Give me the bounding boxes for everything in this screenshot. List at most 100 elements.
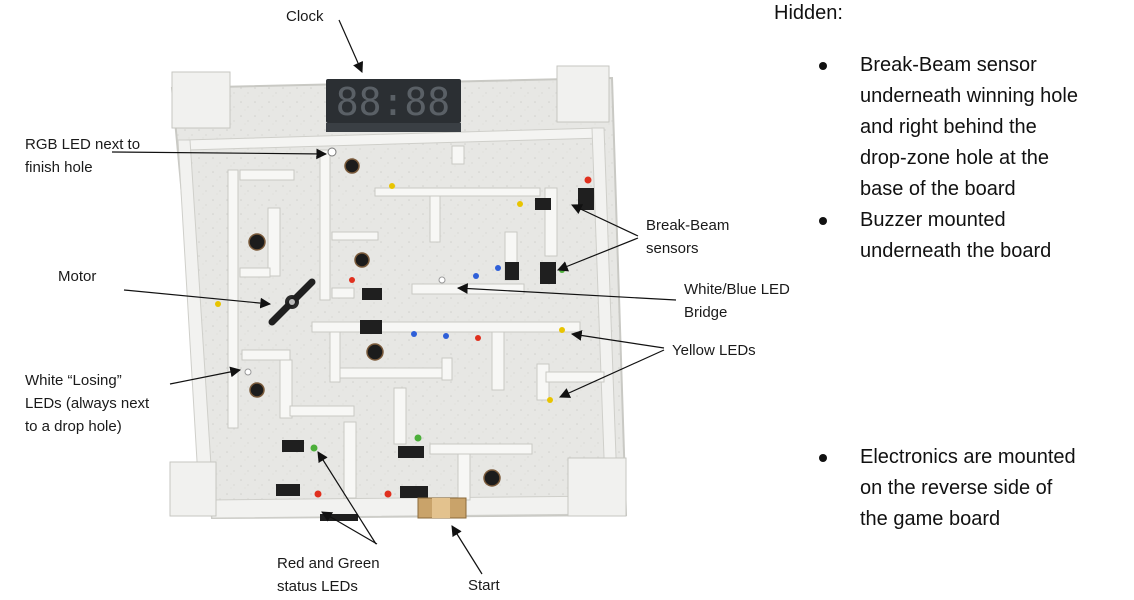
bullet-line: underneath the board	[860, 240, 1052, 262]
drop-hole	[483, 469, 501, 487]
corner-block-top-right	[556, 65, 610, 123]
motor	[268, 278, 316, 326]
bullet-item: Electronics are mounted on the reverse s…	[812, 442, 1132, 535]
white-losing-led	[244, 368, 252, 376]
maze-wall	[491, 331, 505, 391]
label-line: finish hole	[25, 159, 93, 176]
arrow-break-beam-2	[556, 237, 639, 272]
bullet-line: the game board	[860, 508, 1001, 530]
label-yellow-leds: Yellow LEDs	[672, 342, 756, 359]
maze-wall	[241, 349, 291, 361]
arrow-yellow-leds-2	[559, 349, 665, 398]
arrow-start	[451, 525, 483, 575]
finish-hole	[344, 158, 360, 174]
arrow-status-leds-2	[321, 511, 378, 545]
hidden-bullets-bottom: Electronics are mounted on the reverse s…	[812, 442, 1132, 535]
bullet-line: Buzzer mounted	[860, 209, 1006, 231]
break-beam-sensor	[505, 262, 519, 280]
yellow-led	[389, 183, 395, 189]
arrow-clock	[338, 19, 364, 73]
arrow-status-leds-1	[317, 451, 377, 545]
maze-wall	[279, 359, 293, 419]
label-line: Red and Green	[277, 555, 380, 572]
maze-wall	[451, 145, 465, 165]
label-bridge: White/Blue LED Bridge	[684, 278, 790, 324]
clock-display: 88:88	[326, 79, 461, 132]
arrow-break-beam-1	[571, 204, 639, 237]
hidden-title: Hidden:	[774, 2, 843, 24]
break-beam-sensors	[276, 188, 594, 498]
maze-wall	[441, 357, 453, 381]
label-line: White “Losing”	[25, 372, 122, 389]
drop-holes	[248, 158, 501, 487]
maze-wall	[227, 169, 239, 429]
callout-arrows	[111, 19, 677, 575]
maze-wall	[429, 443, 533, 455]
red-led	[475, 335, 481, 341]
yellow-led	[547, 397, 553, 403]
bullet-line: underneath winning hole	[860, 85, 1078, 107]
bullet-line: and right behind the	[860, 116, 1037, 138]
break-beam-sensor	[535, 198, 551, 210]
label-line: status LEDs	[277, 578, 358, 595]
green-led	[414, 434, 422, 442]
blue-led	[473, 273, 479, 279]
label-line: RGB LED next to	[25, 136, 141, 153]
break-beam-sensor	[578, 188, 594, 210]
break-beam-sensor	[398, 446, 424, 458]
red-led	[314, 490, 322, 498]
bullet-line: drop-zone hole at the	[860, 147, 1050, 169]
bullet-dot	[819, 217, 827, 225]
maze-wall	[429, 195, 441, 243]
yellow-led	[517, 201, 523, 207]
label-motor: Motor	[58, 268, 97, 285]
maze-wall	[267, 207, 281, 277]
maze-wall	[457, 453, 471, 501]
leds	[215, 147, 592, 498]
arrow-yellow-leds-1	[570, 330, 665, 349]
maze-wall	[343, 421, 357, 499]
bullet-dot	[819, 454, 827, 462]
start-gate	[417, 497, 467, 519]
white-led	[438, 276, 446, 284]
label-break-beam: Break-Beam sensors	[646, 214, 729, 260]
label-line: sensors	[646, 240, 699, 257]
label-clock: Clock	[286, 8, 324, 25]
break-beam-sensor	[360, 320, 382, 334]
break-beam-sensor	[362, 288, 382, 300]
maze-wall	[374, 187, 541, 197]
label-line: LEDs (always next	[25, 395, 150, 412]
red-led	[349, 277, 355, 283]
clock-digits: 88:88	[336, 80, 450, 124]
red-led	[384, 490, 392, 498]
break-beam-sensor	[282, 440, 304, 452]
arrow-bridge	[456, 283, 677, 301]
label-line: White/Blue LED	[684, 281, 790, 298]
arrow-motor	[123, 289, 272, 309]
label-status-leds: Red and Green status LEDs	[277, 552, 380, 598]
status-led-strip	[320, 514, 358, 521]
maze-wall	[289, 405, 355, 417]
label-start: Start	[468, 577, 500, 594]
maze-wall	[239, 169, 295, 181]
hidden-bullets-top: Break-Beam sensor underneath winning hol…	[812, 50, 1132, 267]
arrow-rgb-led	[111, 148, 328, 160]
yellow-led	[215, 301, 221, 307]
bullet-item: Buzzer mounted underneath the board	[812, 205, 1132, 267]
bullet-line: Break-Beam sensor	[860, 54, 1037, 76]
maze-wall	[331, 231, 379, 241]
label-losing-leds: White “Losing” LEDs (always next to a dr…	[25, 369, 149, 438]
maze-wall	[319, 149, 331, 301]
rgb-led	[327, 147, 337, 157]
drop-hole	[354, 252, 370, 268]
bullet-dot	[819, 62, 827, 70]
label-line: Break-Beam	[646, 217, 730, 234]
corner-block-bottom-right	[567, 457, 627, 517]
blue-led	[411, 331, 417, 337]
label-rgb-led: RGB LED next to finish hole	[25, 133, 140, 179]
corner-block-bottom-left	[169, 461, 217, 517]
maze-wall	[331, 287, 355, 299]
label-line: Bridge	[684, 304, 728, 321]
drop-hole	[366, 343, 384, 361]
